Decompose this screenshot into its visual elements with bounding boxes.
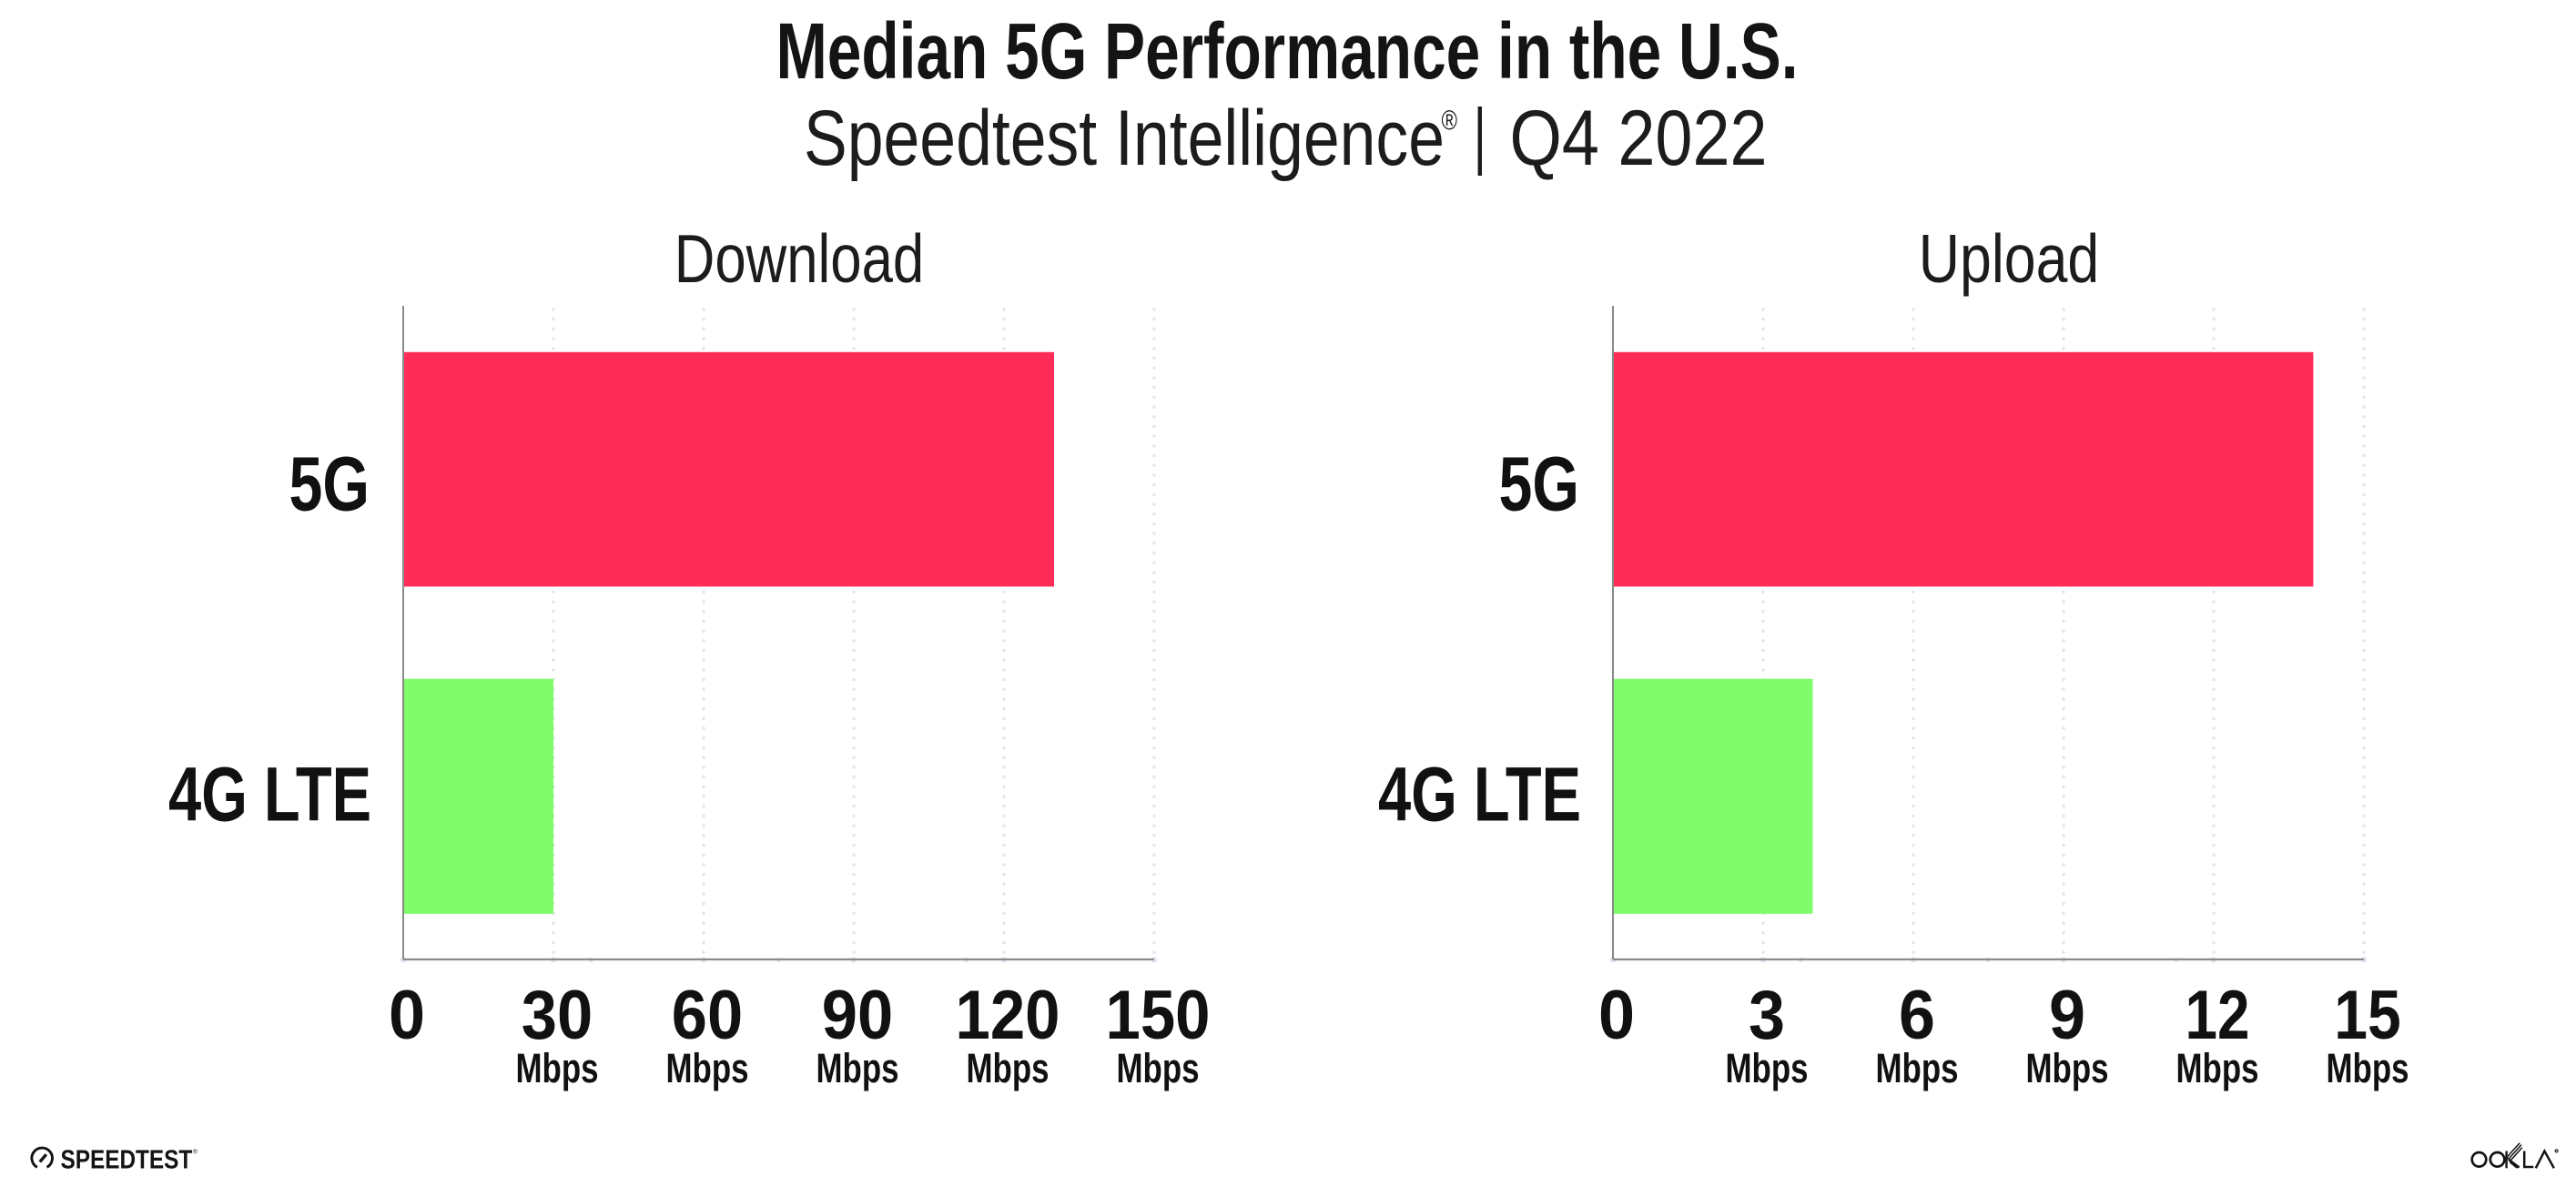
svg-text:60: 60 bbox=[672, 977, 743, 1054]
svg-text:Mbps: Mbps bbox=[1876, 1045, 1959, 1091]
svg-text:Mbps: Mbps bbox=[1726, 1045, 1809, 1091]
svg-text:Mbps: Mbps bbox=[516, 1045, 599, 1091]
svg-text:Speedtest Intelligence: Speedtest Intelligence bbox=[804, 95, 1445, 182]
svg-text:30: 30 bbox=[522, 977, 593, 1054]
svg-text:3: 3 bbox=[1749, 977, 1785, 1054]
svg-text:5G: 5G bbox=[289, 441, 370, 527]
svg-text:Mbps: Mbps bbox=[666, 1045, 749, 1091]
svg-text:150: 150 bbox=[1106, 977, 1211, 1054]
svg-text:Mbps: Mbps bbox=[2327, 1045, 2409, 1091]
svg-text:0: 0 bbox=[1598, 977, 1635, 1054]
svg-text:Median 5G Performance in the U: Median 5G Performance in the U.S. bbox=[776, 6, 1799, 96]
svg-text:5G: 5G bbox=[1499, 441, 1580, 527]
svg-text:120: 120 bbox=[956, 977, 1060, 1054]
svg-text:15: 15 bbox=[2334, 977, 2401, 1054]
svg-text:Q4 2022: Q4 2022 bbox=[1510, 95, 1768, 182]
svg-text:Mbps: Mbps bbox=[2176, 1045, 2259, 1091]
svg-text:90: 90 bbox=[822, 977, 893, 1054]
svg-text:Mbps: Mbps bbox=[2026, 1045, 2109, 1091]
svg-text:12: 12 bbox=[2186, 977, 2250, 1054]
svg-text:4G LTE: 4G LTE bbox=[1378, 752, 1581, 837]
svg-text:0: 0 bbox=[389, 977, 425, 1054]
svg-text:Upload: Upload bbox=[1919, 220, 2100, 297]
svg-text:4G LTE: 4G LTE bbox=[168, 752, 371, 837]
svg-text:Mbps: Mbps bbox=[1117, 1045, 1200, 1091]
svg-text:Mbps: Mbps bbox=[967, 1045, 1050, 1091]
svg-text:6: 6 bbox=[1899, 977, 1935, 1054]
svg-text:9: 9 bbox=[2049, 977, 2085, 1054]
svg-text:®: ® bbox=[193, 1149, 198, 1156]
svg-text:®: ® bbox=[1442, 105, 1458, 137]
svg-text:Download: Download bbox=[674, 220, 925, 297]
svg-text:Mbps: Mbps bbox=[816, 1045, 899, 1091]
svg-text:SPEEDTEST: SPEEDTEST bbox=[61, 1145, 193, 1174]
